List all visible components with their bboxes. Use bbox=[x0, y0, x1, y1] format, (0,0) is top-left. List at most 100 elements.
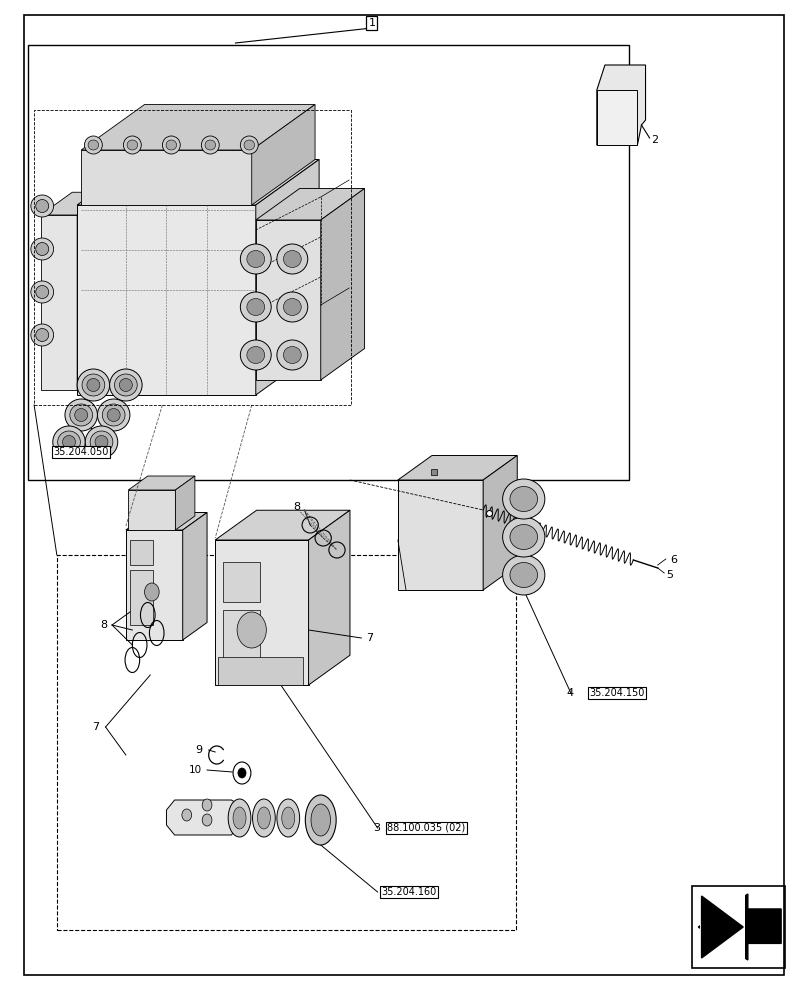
Polygon shape bbox=[81, 104, 315, 150]
Ellipse shape bbox=[257, 807, 270, 829]
Ellipse shape bbox=[247, 298, 264, 316]
Ellipse shape bbox=[166, 140, 177, 150]
Ellipse shape bbox=[75, 408, 88, 422]
Ellipse shape bbox=[95, 436, 108, 448]
Ellipse shape bbox=[240, 340, 271, 370]
Ellipse shape bbox=[119, 378, 132, 391]
Polygon shape bbox=[215, 510, 350, 540]
Ellipse shape bbox=[240, 292, 271, 322]
Polygon shape bbox=[77, 160, 319, 205]
Circle shape bbox=[238, 768, 246, 778]
Polygon shape bbox=[128, 476, 195, 490]
Ellipse shape bbox=[277, 244, 307, 274]
Polygon shape bbox=[701, 896, 742, 958]
Ellipse shape bbox=[31, 238, 54, 260]
Text: 8: 8 bbox=[101, 620, 107, 630]
Ellipse shape bbox=[252, 799, 275, 837]
Polygon shape bbox=[77, 192, 109, 390]
Ellipse shape bbox=[31, 195, 54, 217]
Ellipse shape bbox=[70, 404, 92, 426]
Ellipse shape bbox=[277, 340, 307, 370]
Ellipse shape bbox=[277, 799, 299, 837]
Ellipse shape bbox=[102, 404, 125, 426]
Polygon shape bbox=[77, 205, 255, 395]
Polygon shape bbox=[596, 65, 645, 145]
Polygon shape bbox=[175, 476, 195, 530]
Ellipse shape bbox=[84, 136, 102, 154]
Circle shape bbox=[202, 814, 212, 826]
Ellipse shape bbox=[283, 250, 301, 267]
Circle shape bbox=[202, 799, 212, 811]
Ellipse shape bbox=[88, 140, 99, 150]
Ellipse shape bbox=[509, 562, 537, 587]
Text: 5: 5 bbox=[665, 570, 672, 580]
Bar bbox=[691, 886, 784, 968]
Polygon shape bbox=[126, 530, 182, 640]
Ellipse shape bbox=[109, 369, 142, 401]
Ellipse shape bbox=[85, 426, 118, 458]
Ellipse shape bbox=[228, 799, 251, 837]
Ellipse shape bbox=[281, 807, 294, 829]
Polygon shape bbox=[215, 540, 308, 685]
Ellipse shape bbox=[36, 200, 49, 213]
Ellipse shape bbox=[204, 140, 215, 150]
Ellipse shape bbox=[82, 374, 105, 396]
Polygon shape bbox=[397, 480, 483, 590]
Bar bbox=[130, 570, 152, 625]
Circle shape bbox=[182, 809, 191, 821]
Polygon shape bbox=[128, 490, 175, 530]
Bar bbox=[223, 562, 260, 602]
Ellipse shape bbox=[201, 136, 219, 154]
Bar bbox=[223, 610, 260, 675]
Ellipse shape bbox=[90, 431, 113, 453]
Ellipse shape bbox=[305, 795, 336, 845]
Ellipse shape bbox=[87, 378, 100, 391]
Ellipse shape bbox=[65, 399, 97, 431]
Text: 88.100.035 (02): 88.100.035 (02) bbox=[387, 823, 465, 833]
Polygon shape bbox=[81, 150, 251, 205]
Text: 10: 10 bbox=[188, 765, 201, 775]
Text: 6: 6 bbox=[669, 555, 676, 565]
Polygon shape bbox=[41, 215, 77, 390]
Ellipse shape bbox=[114, 374, 137, 396]
Text: 4: 4 bbox=[565, 688, 573, 698]
Ellipse shape bbox=[233, 807, 246, 829]
Polygon shape bbox=[308, 510, 350, 685]
Bar bbox=[130, 540, 152, 565]
Ellipse shape bbox=[277, 292, 307, 322]
Polygon shape bbox=[41, 192, 109, 215]
Ellipse shape bbox=[247, 250, 264, 267]
Ellipse shape bbox=[127, 140, 137, 150]
Polygon shape bbox=[483, 456, 517, 590]
Polygon shape bbox=[126, 512, 207, 530]
Text: 3: 3 bbox=[372, 823, 380, 833]
Ellipse shape bbox=[502, 517, 544, 557]
Ellipse shape bbox=[58, 431, 80, 453]
Bar bbox=[34, 110, 350, 405]
Ellipse shape bbox=[107, 408, 120, 422]
Text: 7: 7 bbox=[366, 633, 372, 643]
Ellipse shape bbox=[509, 524, 537, 550]
Ellipse shape bbox=[162, 136, 180, 154]
Polygon shape bbox=[697, 894, 780, 960]
Text: 9: 9 bbox=[195, 745, 202, 755]
Polygon shape bbox=[255, 220, 320, 380]
Polygon shape bbox=[166, 800, 239, 835]
Ellipse shape bbox=[62, 436, 75, 448]
Bar bbox=[217, 657, 303, 685]
Bar bbox=[699, 894, 744, 960]
Ellipse shape bbox=[77, 369, 109, 401]
Polygon shape bbox=[255, 160, 319, 395]
Ellipse shape bbox=[240, 136, 258, 154]
Ellipse shape bbox=[509, 487, 537, 512]
Text: 1: 1 bbox=[368, 18, 375, 28]
Circle shape bbox=[144, 583, 159, 601]
Ellipse shape bbox=[36, 285, 49, 298]
Ellipse shape bbox=[311, 804, 330, 836]
Ellipse shape bbox=[53, 426, 85, 458]
Ellipse shape bbox=[36, 328, 49, 342]
Text: 35.204.160: 35.204.160 bbox=[381, 887, 436, 897]
Polygon shape bbox=[596, 90, 637, 145]
Polygon shape bbox=[251, 104, 315, 205]
Ellipse shape bbox=[31, 324, 54, 346]
